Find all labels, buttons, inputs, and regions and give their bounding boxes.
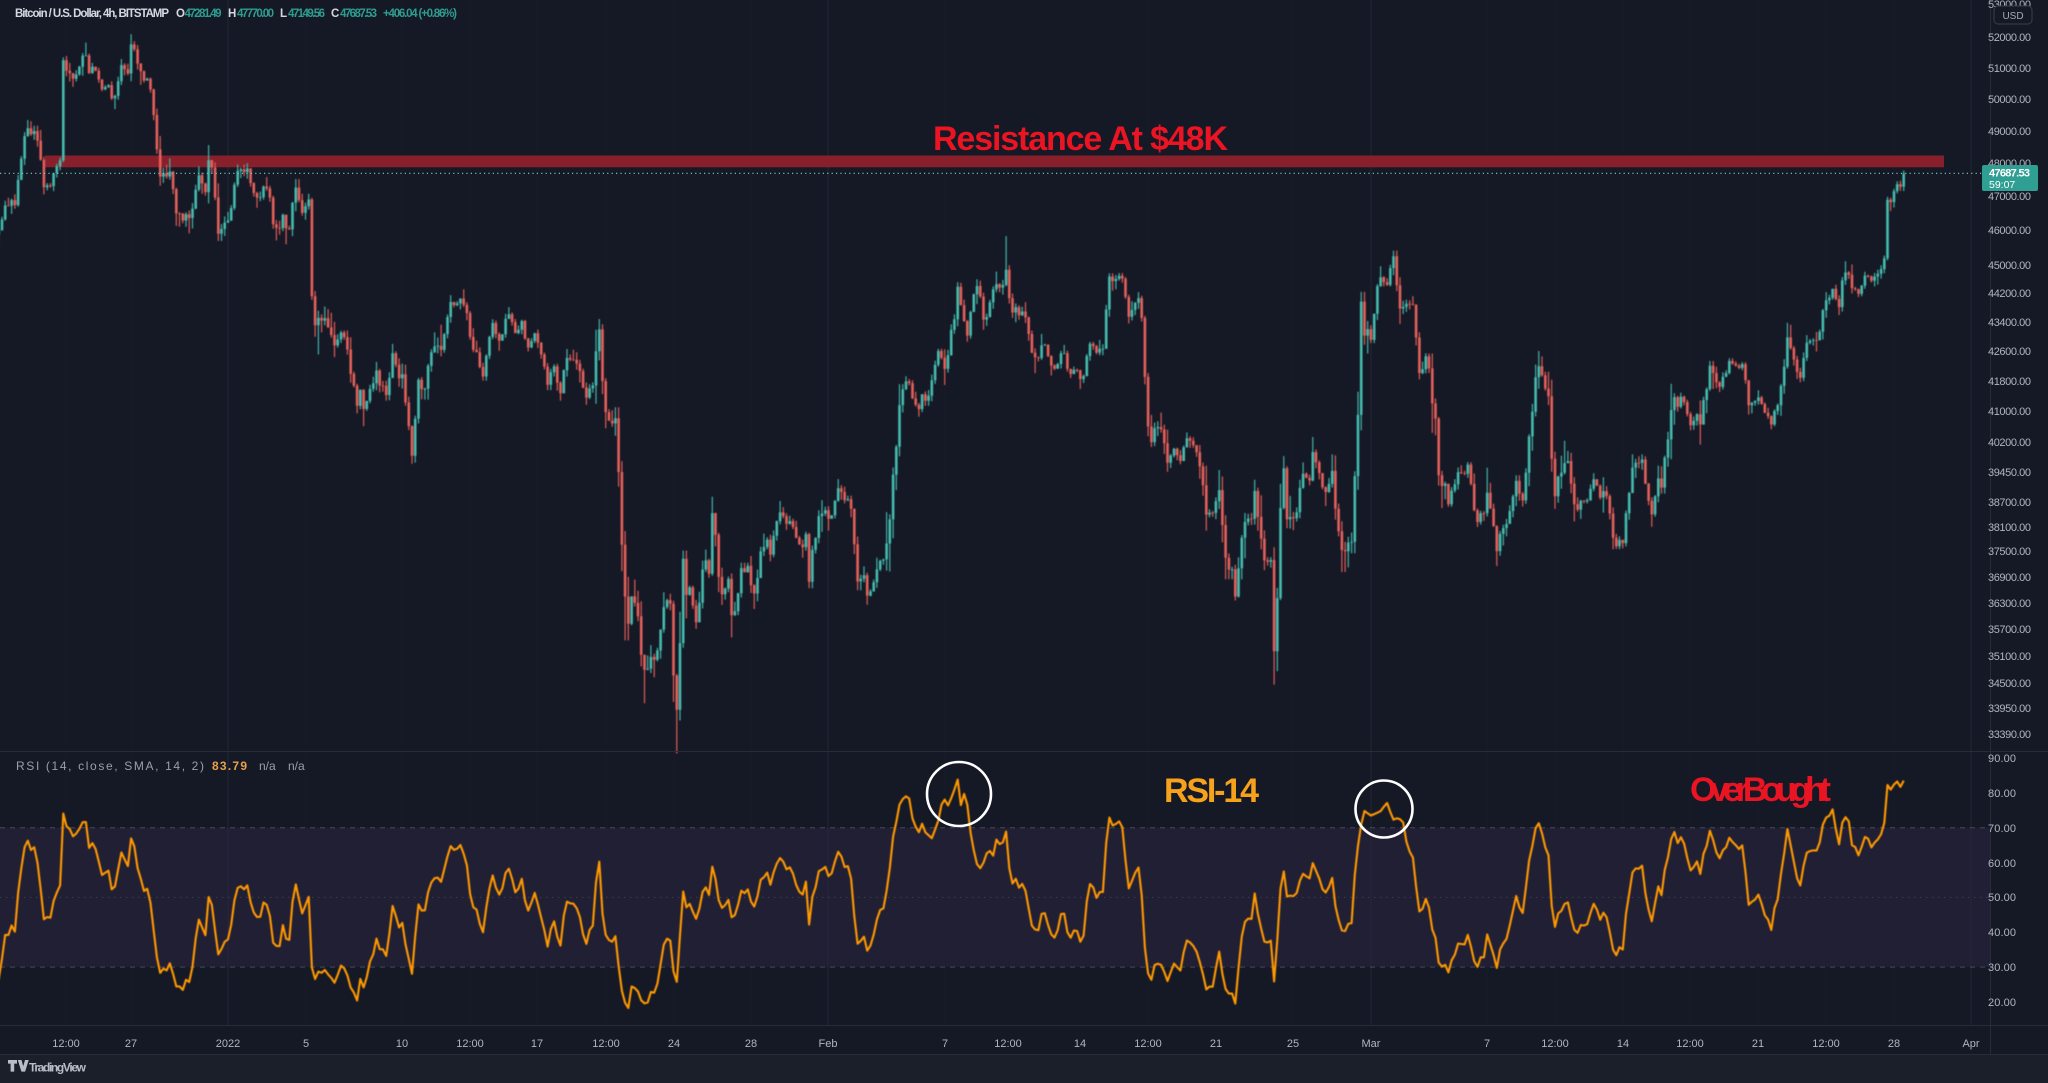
svg-text:35700.00: 35700.00 bbox=[1988, 624, 2031, 636]
svg-text:46000.00: 46000.00 bbox=[1988, 225, 2031, 237]
svg-text:33950.00: 33950.00 bbox=[1988, 703, 2031, 715]
svg-text:52000.00: 52000.00 bbox=[1988, 32, 2031, 44]
svg-text:43400.00: 43400.00 bbox=[1988, 317, 2031, 329]
svg-text:47770.00: 47770.00 bbox=[237, 8, 274, 20]
svg-text:12:00: 12:00 bbox=[1676, 1038, 1704, 1050]
svg-text:83.79: 83.79 bbox=[212, 759, 247, 773]
svg-text:20.00: 20.00 bbox=[1988, 997, 2016, 1009]
svg-text:C: C bbox=[331, 8, 339, 20]
svg-text:60.00: 60.00 bbox=[1988, 858, 2016, 870]
svg-text:41800.00: 41800.00 bbox=[1988, 376, 2031, 388]
svg-text:40.00: 40.00 bbox=[1988, 927, 2016, 939]
svg-text:59:07: 59:07 bbox=[1989, 179, 2015, 191]
svg-text:OverBought: OverBought bbox=[1690, 771, 1831, 809]
svg-text:12:00: 12:00 bbox=[52, 1038, 80, 1050]
svg-text:70.00: 70.00 bbox=[1988, 823, 2016, 835]
svg-text:49000.00: 49000.00 bbox=[1988, 126, 2031, 138]
svg-text:90.00: 90.00 bbox=[1988, 753, 2016, 765]
svg-text:7: 7 bbox=[1484, 1038, 1490, 1050]
svg-text:TradingView: TradingView bbox=[29, 1061, 87, 1075]
svg-text:28: 28 bbox=[1888, 1038, 1900, 1050]
svg-text:51000.00: 51000.00 bbox=[1988, 63, 2031, 75]
svg-text:50000.00: 50000.00 bbox=[1988, 94, 2031, 106]
svg-text:44200.00: 44200.00 bbox=[1988, 288, 2031, 300]
svg-text:47687.53: 47687.53 bbox=[1989, 168, 2030, 180]
svg-text:7: 7 bbox=[942, 1038, 948, 1050]
svg-text:n/a: n/a bbox=[288, 759, 305, 773]
svg-text:36900.00: 36900.00 bbox=[1988, 572, 2031, 584]
svg-text:41000.00: 41000.00 bbox=[1988, 406, 2031, 418]
svg-text:47687.53: 47687.53 bbox=[340, 8, 377, 20]
svg-text:50.00: 50.00 bbox=[1988, 892, 2016, 904]
svg-text:Bitcoin / U.S. Dollar, 4h, BIT: Bitcoin / U.S. Dollar, 4h, BITSTAMP bbox=[15, 8, 169, 20]
svg-text:37500.00: 37500.00 bbox=[1988, 546, 2031, 558]
svg-text:30.00: 30.00 bbox=[1988, 962, 2016, 974]
svg-text:5: 5 bbox=[303, 1038, 309, 1050]
svg-text:33390.00: 33390.00 bbox=[1988, 729, 2031, 741]
svg-text:38700.00: 38700.00 bbox=[1988, 497, 2031, 509]
svg-text:Resistance At $48K: Resistance At $48K bbox=[933, 120, 1228, 158]
svg-text:12:00: 12:00 bbox=[1541, 1038, 1569, 1050]
svg-text:10: 10 bbox=[396, 1038, 408, 1050]
svg-text:47149.56: 47149.56 bbox=[288, 8, 325, 20]
svg-text:RSI (14, close, SMA, 14, 2): RSI (14, close, SMA, 14, 2) bbox=[16, 759, 204, 773]
svg-text:35100.00: 35100.00 bbox=[1988, 651, 2031, 663]
svg-text:21: 21 bbox=[1752, 1038, 1764, 1050]
svg-text:34500.00: 34500.00 bbox=[1988, 678, 2031, 690]
svg-text:24: 24 bbox=[668, 1038, 680, 1050]
svg-text:+406.04 (+0.86%): +406.04 (+0.86%) bbox=[383, 8, 457, 20]
svg-text:21: 21 bbox=[1210, 1038, 1222, 1050]
svg-text:H: H bbox=[228, 8, 236, 20]
svg-text:17: 17 bbox=[531, 1038, 543, 1050]
svg-text:14: 14 bbox=[1074, 1038, 1086, 1050]
svg-text:Mar: Mar bbox=[1362, 1038, 1381, 1050]
svg-text:12:00: 12:00 bbox=[1134, 1038, 1162, 1050]
svg-text:27: 27 bbox=[125, 1038, 137, 1050]
svg-text:25: 25 bbox=[1287, 1038, 1299, 1050]
svg-text:USD: USD bbox=[2002, 11, 2023, 22]
svg-text:42600.00: 42600.00 bbox=[1988, 346, 2031, 358]
svg-text:47281.49: 47281.49 bbox=[185, 8, 222, 20]
svg-text:39450.00: 39450.00 bbox=[1988, 467, 2031, 479]
svg-text:47000.00: 47000.00 bbox=[1988, 191, 2031, 203]
svg-text:12:00: 12:00 bbox=[994, 1038, 1022, 1050]
svg-text:36300.00: 36300.00 bbox=[1988, 598, 2031, 610]
svg-text:12:00: 12:00 bbox=[592, 1038, 620, 1050]
svg-text:40200.00: 40200.00 bbox=[1988, 437, 2031, 449]
svg-text:45000.00: 45000.00 bbox=[1988, 260, 2031, 272]
svg-text:38100.00: 38100.00 bbox=[1988, 522, 2031, 534]
svg-text:14: 14 bbox=[1617, 1038, 1629, 1050]
svg-text:12:00: 12:00 bbox=[456, 1038, 484, 1050]
svg-text:O: O bbox=[176, 8, 185, 20]
svg-text:Feb: Feb bbox=[819, 1038, 838, 1050]
svg-text:L: L bbox=[280, 8, 287, 20]
svg-text:Apr: Apr bbox=[1962, 1038, 1979, 1050]
svg-text:80.00: 80.00 bbox=[1988, 788, 2016, 800]
svg-text:12:00: 12:00 bbox=[1812, 1038, 1840, 1050]
svg-text:28: 28 bbox=[745, 1038, 757, 1050]
svg-text:RSI-14: RSI-14 bbox=[1164, 772, 1259, 810]
svg-text:2022: 2022 bbox=[216, 1038, 240, 1050]
svg-text:n/a: n/a bbox=[259, 759, 276, 773]
